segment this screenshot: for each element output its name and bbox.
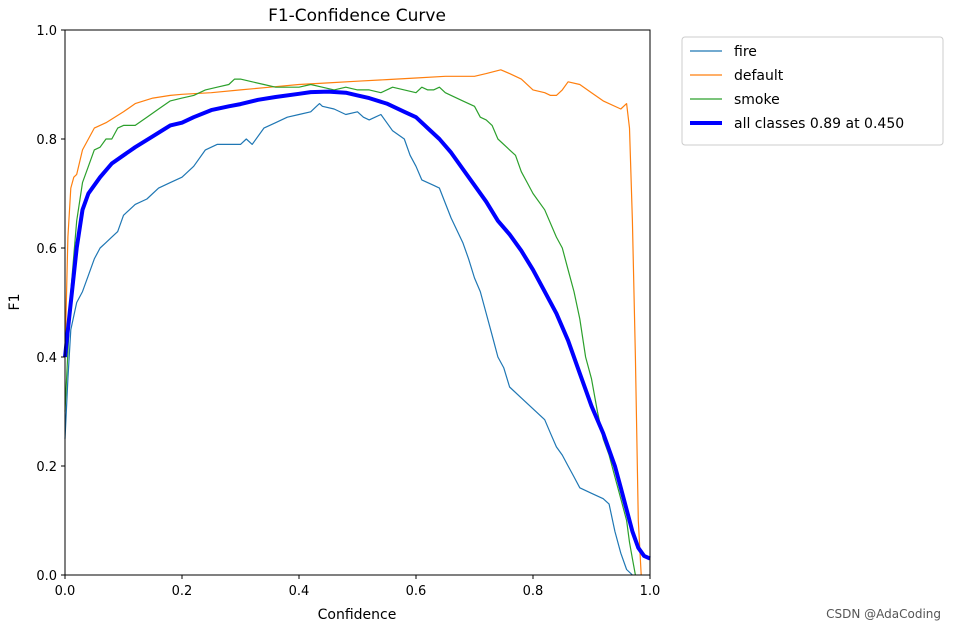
legend-label-1: default	[734, 68, 784, 84]
y-axis-label: F1	[7, 294, 23, 311]
x-axis-ticks: 0.0 0.2 0.4 0.6 0.8 1.0	[55, 575, 661, 599]
legend-box	[681, 36, 944, 146]
y-tick-label: 1.0	[36, 24, 57, 39]
y-tick-label: 0.4	[36, 351, 57, 366]
y-tick-label: 0.0	[36, 569, 57, 584]
series-line-2	[64, 78, 636, 576]
series-line-3	[63, 89, 651, 561]
y-tick-label: 0.8	[36, 133, 57, 148]
legend-label-3: all classes 0.89 at 0.450	[734, 116, 904, 132]
plot-area	[63, 29, 651, 576]
series-line-0	[64, 103, 633, 576]
chart-title: F1-Confidence Curve	[268, 6, 446, 26]
x-axis-label: Confidence	[318, 607, 397, 623]
legend-label-2: smoke	[734, 92, 780, 108]
series-line-1	[64, 69, 642, 576]
legend: fire default smoke all classes 0.89 at 0.45…	[681, 36, 944, 146]
legend-label-0: fire	[734, 44, 757, 60]
y-tick-label: 0.6	[36, 242, 57, 257]
x-tick-label: 0.4	[289, 584, 310, 599]
x-tick-label: 0.8	[523, 584, 544, 599]
plot-frame	[64, 29, 651, 576]
x-tick-label: 0.0	[55, 584, 76, 599]
x-tick-label: 0.6	[406, 584, 427, 599]
x-tick-label: 1.0	[640, 584, 661, 599]
y-axis-ticks: 0.0 0.2 0.4 0.6 0.8 1.0	[36, 24, 65, 584]
watermark: CSDN @AdaCoding	[826, 607, 941, 621]
x-tick-label: 0.2	[172, 584, 193, 599]
y-tick-label: 0.2	[36, 460, 57, 475]
